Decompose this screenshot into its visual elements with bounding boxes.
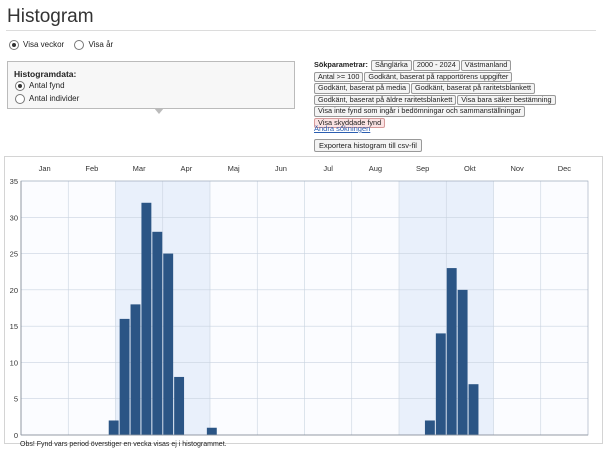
y-tick-label: 25 bbox=[10, 250, 18, 259]
histogram-chart: 0 5 10 15 20 25 30 35 Jan Feb Mar Apr Maj Jun Jul Aug Se… bbox=[10, 164, 589, 440]
histogram-bar bbox=[206, 427, 217, 435]
param-chip: Västmanland bbox=[460, 60, 512, 71]
period-years-label: Visa år bbox=[88, 40, 114, 50]
radio-antal-fynd[interactable] bbox=[15, 81, 25, 91]
antal-fynd-label: Antal fynd bbox=[29, 81, 65, 91]
radio-weeks[interactable] bbox=[9, 40, 19, 50]
histogram-data-panel: Histogramdata: Antal fynd Antal individe… bbox=[7, 61, 295, 114]
histogram-bar bbox=[152, 231, 163, 435]
page-title: Histogram bbox=[7, 6, 94, 27]
histogram-bar bbox=[119, 318, 130, 435]
histogram-bar bbox=[446, 268, 457, 435]
histogram-bar bbox=[457, 289, 468, 435]
histogram-bar bbox=[435, 333, 446, 435]
param-chip: Sånglärka bbox=[370, 60, 412, 71]
month-label: Jul bbox=[323, 164, 333, 173]
param-chip-protected: Visa skyddade fynd bbox=[314, 117, 386, 128]
title-rule bbox=[6, 30, 596, 31]
histogram-bar bbox=[174, 376, 185, 435]
param-chip: Antal >= 100 bbox=[314, 71, 364, 82]
panel-caret bbox=[154, 108, 164, 114]
plot-border bbox=[20, 180, 589, 436]
period-weeks-label: Visa veckor bbox=[23, 40, 65, 50]
option-antal-fynd[interactable]: Antal fynd bbox=[15, 81, 65, 91]
export-csv-button[interactable]: Exportera histogram till csv-fil bbox=[314, 139, 422, 152]
param-chip: Godkänt, baserat på raritetsblankett bbox=[411, 83, 536, 94]
period-option-weeks[interactable]: Visa veckor bbox=[9, 40, 65, 50]
param-chip: Visa inte fynd som ingår i bedömningar o… bbox=[314, 106, 526, 117]
month-label: Nov bbox=[510, 164, 524, 173]
month-label: Aug bbox=[369, 164, 382, 173]
month-label: Dec bbox=[558, 164, 572, 173]
month-label: Jun bbox=[275, 164, 287, 173]
month-label: Okt bbox=[464, 164, 477, 173]
y-tick-label: 10 bbox=[10, 358, 18, 367]
histogram-bar bbox=[163, 253, 174, 435]
y-tick-label: 35 bbox=[10, 177, 18, 186]
histogram-bar bbox=[141, 202, 152, 435]
param-chip: Visa bara säker bestämning bbox=[457, 94, 556, 105]
param-chip: 2000 - 2024 bbox=[412, 60, 460, 71]
change-search-link[interactable]: Ändra sökningen bbox=[314, 124, 371, 133]
radio-antal-individer[interactable] bbox=[15, 94, 25, 104]
param-chip: Godkänt, baserat på äldre raritetsblanke… bbox=[314, 94, 457, 105]
y-tick-label: 30 bbox=[10, 213, 18, 222]
y-tick-label: 5 bbox=[14, 395, 18, 404]
histogram-data-title: Histogramdata: bbox=[14, 69, 77, 79]
option-antal-individer[interactable]: Antal individer bbox=[15, 94, 79, 104]
param-chip: Godkänt, baserat på media bbox=[314, 83, 411, 94]
month-label: Maj bbox=[228, 164, 240, 173]
period-selector: Visa veckor Visa år bbox=[9, 40, 121, 50]
period-option-years[interactable]: Visa år bbox=[74, 40, 114, 50]
histogram-chart-frame: 0 5 10 15 20 25 30 35 Jan Feb Mar Apr Maj Jun Jul Aug Se… bbox=[4, 156, 603, 444]
search-params-label: Sökparametrar: bbox=[314, 60, 368, 69]
footnote: Obs! Fynd vars period överstiger en veck… bbox=[20, 441, 227, 448]
month-label: Feb bbox=[85, 164, 98, 173]
histogram-bar bbox=[130, 304, 141, 435]
month-label: Sep bbox=[416, 164, 429, 173]
histogram-bar bbox=[424, 420, 435, 435]
radio-years[interactable] bbox=[74, 40, 85, 50]
histogram-bar bbox=[108, 420, 119, 435]
antal-individer-label: Antal individer bbox=[29, 94, 80, 104]
month-label: Jan bbox=[39, 164, 51, 173]
histogram-bar bbox=[468, 384, 479, 435]
y-tick-label: 15 bbox=[10, 322, 18, 331]
y-tick-label: 20 bbox=[10, 286, 18, 295]
y-tick-label: 0 bbox=[14, 431, 18, 440]
month-label: Mar bbox=[133, 164, 146, 173]
search-parameters: Sökparametrar: Sånglärka 2000 - 2024 Västma… bbox=[314, 60, 604, 129]
param-chip: Godkänt, baserat på rapportörens uppgift… bbox=[364, 71, 513, 82]
month-label: Apr bbox=[181, 164, 193, 173]
